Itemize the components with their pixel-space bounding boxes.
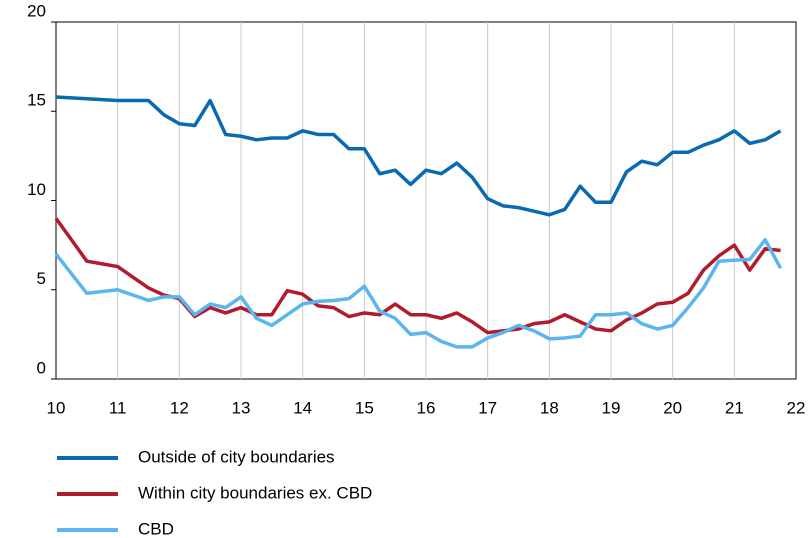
x-tick-label: 10 [47,398,66,417]
x-tick-label: 19 [602,398,621,417]
x-tick-label: 18 [540,398,559,417]
legend-label: Outside of city boundaries [138,447,335,466]
x-tick-label: 15 [355,398,374,417]
y-tick-label: 20 [27,1,46,20]
x-tick-label: 16 [417,398,436,417]
y-tick-label: 0 [37,358,46,377]
legend-label: Within city boundaries ex. CBD [138,483,372,502]
x-tick-label: 12 [170,398,189,417]
y-tick-label: 15 [27,91,46,110]
x-tick-label: 20 [663,398,682,417]
x-tick-label: 13 [232,398,251,417]
y-tick-label: 5 [37,269,46,288]
series-line [54,217,781,335]
legend-label: CBD [138,519,174,538]
x-tick-label: 14 [293,398,312,417]
x-tick-label: 17 [478,398,497,417]
y-tick-label: 10 [27,180,46,199]
x-tick-label: 21 [725,398,744,417]
series-line [55,95,782,217]
x-tick-label: 22 [787,398,806,417]
series-line [54,238,783,349]
x-tick-label: 11 [109,398,127,417]
